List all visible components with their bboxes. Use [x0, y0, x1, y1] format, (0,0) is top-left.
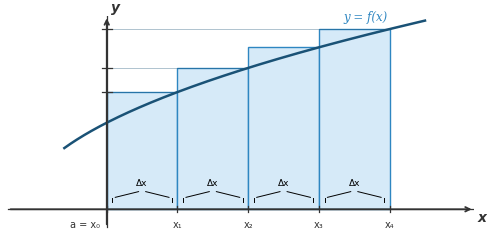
Text: a = x₀: a = x₀ — [70, 220, 100, 230]
Text: Δx: Δx — [278, 179, 289, 188]
Text: x₃: x₃ — [314, 220, 324, 230]
Text: Δx: Δx — [349, 179, 360, 188]
Text: Δx: Δx — [207, 179, 219, 188]
Bar — [319, 29, 390, 209]
Text: x: x — [478, 211, 487, 225]
Text: x₁: x₁ — [173, 220, 182, 230]
Text: y: y — [111, 0, 120, 15]
Bar — [177, 68, 248, 209]
Text: x₄: x₄ — [385, 220, 394, 230]
Text: Δx: Δx — [136, 179, 148, 188]
Bar — [107, 92, 177, 209]
Text: x₂: x₂ — [244, 220, 253, 230]
Bar — [248, 47, 319, 209]
Text: y = f(x): y = f(x) — [344, 11, 388, 24]
